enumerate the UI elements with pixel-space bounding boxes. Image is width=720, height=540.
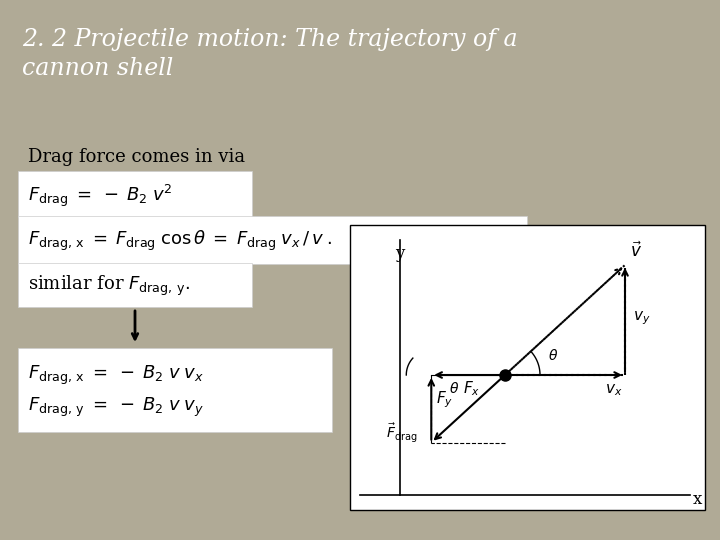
FancyBboxPatch shape [18, 216, 527, 264]
Text: $F_x$: $F_x$ [463, 379, 480, 397]
Text: $\mathit{F}_{\rm drag,\,y}\;=\;-\;\mathit{B}_2\;\mathit{v}\;\mathit{v}_y$: $\mathit{F}_{\rm drag,\,y}\;=\;-\;\mathi… [28, 395, 204, 418]
Text: $\vec{F}_{\rm drag}$: $\vec{F}_{\rm drag}$ [387, 421, 418, 444]
Text: $\theta$: $\theta$ [449, 381, 459, 396]
Text: x: x [693, 491, 702, 509]
Text: $\mathit{F}_{\rm drag}\;=\;-\;\mathit{B}_2\;\mathit{v}^2$: $\mathit{F}_{\rm drag}\;=\;-\;\mathit{B}… [28, 183, 173, 209]
FancyBboxPatch shape [18, 171, 252, 217]
Text: similar for $\mathit{F}_{\rm drag,\,y}.$: similar for $\mathit{F}_{\rm drag,\,y}.$ [28, 274, 190, 298]
Text: $\vec{v}$: $\vec{v}$ [630, 241, 642, 261]
FancyBboxPatch shape [18, 263, 252, 307]
Text: Drag force comes in via: Drag force comes in via [28, 148, 245, 166]
Text: $F_y$: $F_y$ [436, 389, 454, 410]
Text: $v_y$: $v_y$ [633, 309, 650, 327]
Text: $\theta$: $\theta$ [548, 348, 558, 363]
Text: $v_x$: $v_x$ [605, 382, 622, 397]
FancyBboxPatch shape [350, 225, 705, 510]
Text: $\mathit{F}_{\rm drag,\,x}\;=\;-\;\mathit{B}_2\;\mathit{v}\;\mathit{v}_x$: $\mathit{F}_{\rm drag,\,x}\;=\;-\;\mathi… [28, 363, 204, 387]
Text: $\mathit{F}_{\rm drag,\,x}\;=\;\mathit{F}_{\rm drag}\;\cos\theta\;=\;\mathit{F}_: $\mathit{F}_{\rm drag,\,x}\;=\;\mathit{F… [28, 229, 333, 253]
Text: y: y [395, 245, 405, 262]
Text: 2. 2 Projectile motion: The trajectory of a
cannon shell: 2. 2 Projectile motion: The trajectory o… [22, 28, 518, 80]
FancyBboxPatch shape [18, 348, 332, 432]
